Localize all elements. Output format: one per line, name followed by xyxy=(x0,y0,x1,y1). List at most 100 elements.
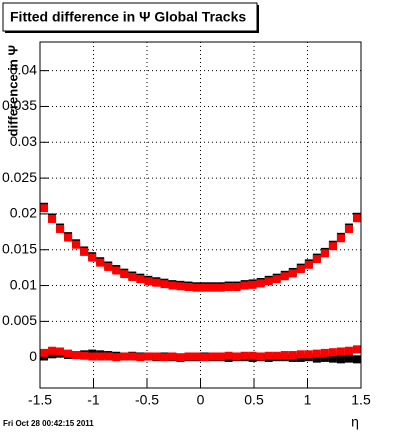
marker xyxy=(200,283,209,292)
marker xyxy=(112,353,121,362)
marker xyxy=(152,352,161,361)
marker xyxy=(328,348,337,357)
marker xyxy=(80,247,89,256)
marker xyxy=(336,234,345,243)
y-tick-label: 0.01 xyxy=(10,276,37,292)
marker xyxy=(264,277,273,286)
marker xyxy=(184,352,193,361)
marker xyxy=(208,283,217,292)
marker xyxy=(56,224,65,233)
marker xyxy=(224,282,233,291)
marker xyxy=(136,353,145,362)
marker xyxy=(304,350,313,359)
y-tick-label: 0.02 xyxy=(10,205,37,221)
marker xyxy=(240,281,249,290)
marker xyxy=(288,351,297,360)
marker xyxy=(200,353,209,362)
y-axis-label: difference in Ψ xyxy=(5,45,20,136)
x-tick-label: -1 xyxy=(87,392,100,408)
y-tick-label: 0 xyxy=(29,348,37,364)
marker xyxy=(64,233,73,242)
marker xyxy=(248,351,257,360)
y-tick-label: 0.03 xyxy=(10,133,37,149)
marker xyxy=(40,348,49,357)
marker xyxy=(352,214,361,223)
marker xyxy=(312,255,321,264)
marker xyxy=(144,352,153,361)
x-tick-label: 0 xyxy=(197,392,205,408)
marker xyxy=(248,280,257,289)
marker xyxy=(216,283,225,292)
footer: Fri Oct 28 00:42:15 2011 xyxy=(3,419,94,428)
marker xyxy=(88,352,97,361)
x-tick-label: 1 xyxy=(304,392,312,408)
marker xyxy=(328,354,337,363)
marker xyxy=(272,351,281,360)
marker xyxy=(64,349,73,358)
marker xyxy=(296,265,305,274)
marker xyxy=(320,348,329,357)
marker xyxy=(240,351,249,360)
marker xyxy=(336,347,345,356)
marker xyxy=(120,270,129,279)
marker xyxy=(288,269,297,278)
marker xyxy=(96,258,105,267)
marker xyxy=(344,354,353,363)
marker xyxy=(192,283,201,292)
marker xyxy=(72,351,81,360)
y-tick-label: 0.005 xyxy=(2,312,37,328)
marker xyxy=(152,278,161,287)
y-tick-label: 0.015 xyxy=(2,240,37,256)
marker xyxy=(304,260,313,269)
marker xyxy=(120,352,129,361)
plot-frame xyxy=(39,41,362,389)
marker xyxy=(224,351,233,360)
y-tick-label: 0.04 xyxy=(10,61,37,77)
marker xyxy=(56,347,65,356)
marker xyxy=(344,346,353,355)
marker xyxy=(328,242,337,251)
marker xyxy=(232,352,241,361)
marker xyxy=(352,355,361,364)
marker xyxy=(40,204,49,213)
marker xyxy=(336,355,345,364)
marker xyxy=(168,281,177,290)
marker xyxy=(192,352,201,361)
x-axis-label: η xyxy=(351,414,359,430)
x-tick-label: -0.5 xyxy=(135,392,159,408)
marker xyxy=(136,275,145,284)
chart-title: Fitted difference in Ψ Global Tracks xyxy=(10,9,246,25)
marker xyxy=(128,352,137,361)
marker xyxy=(312,349,321,358)
marker xyxy=(264,351,273,360)
marker xyxy=(72,240,81,249)
marker xyxy=(48,346,57,355)
marker xyxy=(280,272,289,281)
marker xyxy=(184,282,193,291)
marker xyxy=(352,345,361,354)
marker xyxy=(256,352,265,361)
marker xyxy=(176,282,185,291)
marker xyxy=(216,352,225,361)
marker xyxy=(112,266,121,275)
marker xyxy=(104,262,113,271)
marker xyxy=(144,277,153,286)
title-box xyxy=(2,2,258,32)
marker xyxy=(168,352,177,361)
marker xyxy=(208,352,217,361)
marker xyxy=(320,249,329,258)
marker xyxy=(104,352,113,361)
marker xyxy=(344,224,353,233)
marker xyxy=(48,214,57,223)
x-tick-label: 0.5 xyxy=(244,392,264,408)
y-tick-label: 0.035 xyxy=(2,97,37,113)
y-tick-label: 0.025 xyxy=(2,169,37,185)
marker xyxy=(280,351,289,360)
marker xyxy=(88,253,97,262)
marker xyxy=(96,352,105,361)
marker xyxy=(256,279,265,288)
marker xyxy=(272,275,281,284)
